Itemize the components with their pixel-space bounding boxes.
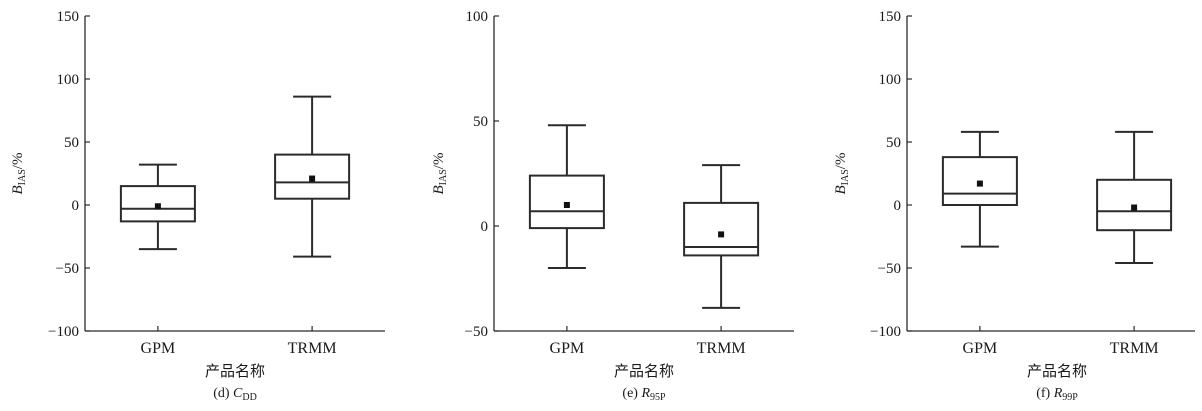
y-tick-label: 0 xyxy=(894,198,902,214)
caption-variable: R xyxy=(640,386,650,401)
caption-subscript: 95P xyxy=(650,392,666,403)
box-trmm xyxy=(274,95,351,258)
caption-variable: C xyxy=(233,386,243,401)
y-axis-label: BIAS/% xyxy=(833,153,851,195)
y-tick-label: 50 xyxy=(473,114,488,130)
y-label-suffix: /% xyxy=(431,153,447,170)
y-tick-label: −50 xyxy=(465,324,488,340)
y-label-subscript: IAS xyxy=(438,169,449,185)
y-tick-label: 150 xyxy=(57,9,80,25)
x-axis-label: 产品名称 xyxy=(614,362,674,380)
panel-caption: (f) R99P xyxy=(1036,386,1078,403)
y-tick-label: −50 xyxy=(56,261,79,277)
box-gpm xyxy=(119,163,196,251)
y-tick-label: 50 xyxy=(886,135,901,151)
caption-subscript: 99P xyxy=(1062,392,1078,403)
y-axis-label: BIAS/% xyxy=(431,153,449,195)
y-axis-label: BIAS/% xyxy=(10,153,28,195)
interquartile-box xyxy=(683,201,760,257)
x-tick-label: GPM xyxy=(550,340,585,357)
caption-subscript: DD xyxy=(242,392,256,403)
box-gpm xyxy=(941,130,1018,248)
panel-caption: (e) R95P xyxy=(622,386,666,403)
y-label-main: B xyxy=(833,185,849,194)
mean-marker xyxy=(563,202,570,208)
y-tick-label: 0 xyxy=(481,219,489,235)
panel-caption: (d) CDD xyxy=(213,386,257,403)
interquartile-box xyxy=(528,174,605,230)
x-tick-label: TRMM xyxy=(1110,340,1159,357)
panel-e: 100 50 0 −50 GPM TRMM 产品名称 (e) R95P BIAS/% xyxy=(431,9,794,403)
x-tick-label: GPM xyxy=(141,340,176,357)
caption-prefix: (d) xyxy=(213,386,233,401)
caption-prefix: (e) xyxy=(622,386,641,401)
mean-marker xyxy=(1131,204,1138,211)
y-label-subscript: IAS xyxy=(17,169,28,185)
y-label-subscript: IAS xyxy=(840,169,851,185)
y-tick-label: −100 xyxy=(870,324,901,340)
x-axis-label: 产品名称 xyxy=(205,362,265,380)
y-tick-label: 50 xyxy=(64,135,79,151)
x-axis-label: 产品名称 xyxy=(1027,362,1087,380)
interquartile-box xyxy=(119,185,196,223)
y-label-main: B xyxy=(10,185,26,194)
panel-d: 150 100 50 0 −50 −100 GPM TRMM 产品名称 (d) CDD BIAS/% xyxy=(10,9,385,403)
interquartile-box xyxy=(274,153,351,200)
mean-marker xyxy=(718,231,725,238)
box-gpm xyxy=(528,124,605,269)
y-tick-label: −100 xyxy=(48,324,79,340)
y-tick-label: 100 xyxy=(57,72,80,88)
box-trmm xyxy=(1096,130,1173,264)
y-label-suffix: /% xyxy=(10,153,26,170)
x-tick-label: TRMM xyxy=(288,340,337,357)
mean-marker xyxy=(309,175,316,182)
x-tick-label: TRMM xyxy=(697,340,746,357)
y-tick-label: 100 xyxy=(879,72,902,88)
y-tick-label: 0 xyxy=(72,198,80,214)
interquartile-box xyxy=(1096,178,1173,232)
caption-prefix: (f) xyxy=(1036,386,1054,401)
y-tick-label: −50 xyxy=(878,261,901,277)
box-trmm xyxy=(683,164,760,309)
y-tick-label: 150 xyxy=(879,9,902,25)
y-label-suffix: /% xyxy=(833,153,849,170)
interquartile-box xyxy=(941,156,1018,206)
x-tick-label: GPM xyxy=(963,340,998,357)
caption-variable: R xyxy=(1053,386,1063,401)
y-label-main: B xyxy=(431,185,447,194)
mean-marker xyxy=(154,203,161,210)
y-tick-label: 100 xyxy=(466,9,489,25)
mean-marker xyxy=(976,180,983,187)
panel-f: 150 100 50 0 −50 −100 GPM TRMM 产品名称 (f) R99P BIAS/… xyxy=(833,9,1195,403)
